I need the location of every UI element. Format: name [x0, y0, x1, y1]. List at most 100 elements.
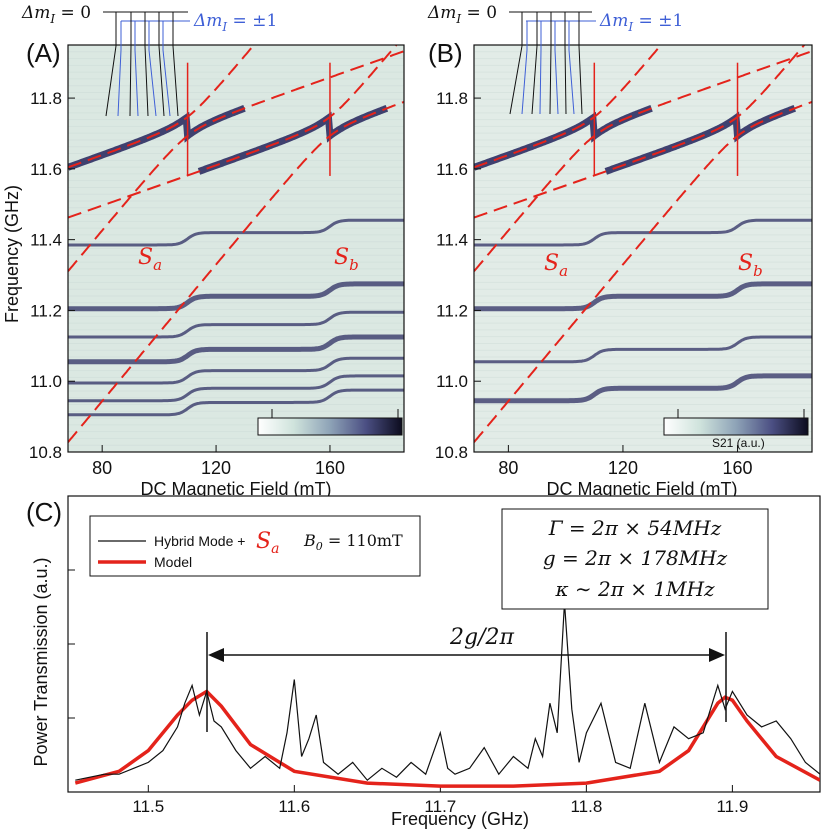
- panel-b-dm1-line: [521, 21, 528, 115]
- y-tick-label: 11.0: [30, 372, 62, 391]
- panel-a-model-curves: [68, 45, 404, 443]
- panel-b-dm0-line: [578, 12, 583, 115]
- y-tick-label: 11.2: [30, 301, 62, 320]
- x-tick-label: 11.5: [132, 797, 164, 816]
- spectral-line: [68, 374, 404, 403]
- panel-c-label: (C): [26, 497, 62, 527]
- panel-a-colorbar: [257, 417, 403, 436]
- model-branch-lower: [474, 50, 812, 272]
- panel-a-label: (A): [26, 38, 61, 68]
- model-branch-upper: [474, 45, 663, 169]
- y-tick-label: 10.8: [435, 443, 468, 462]
- spectral-line: [474, 218, 812, 247]
- x-tick-label: 11.9: [716, 797, 748, 816]
- panel-a-dm0-line: [105, 12, 117, 117]
- x-tick-label: 160: [723, 458, 753, 478]
- y-tick-label: 11.4: [30, 231, 62, 250]
- model-branch-upper: [68, 45, 398, 219]
- panel-a-dm0-line: [172, 12, 179, 117]
- panel-a-dm1-line: [117, 21, 122, 117]
- panel-a-frame: [67, 44, 405, 453]
- panel-b: 80 120 160 10.8 11.0 11.2 11.4 11.6 11.8 S21 (a.…: [427, 3, 813, 499]
- y-tick-label: 11.6: [30, 160, 62, 179]
- param-g: g = 2π × 178MHz: [543, 546, 728, 570]
- spectral-line: [474, 281, 812, 312]
- y-tick-label: 11.0: [436, 372, 468, 391]
- gap-label: 2g/2π: [449, 625, 514, 650]
- panel-a-sa-label: Sa: [138, 245, 162, 274]
- panel-a-dm0-line: [158, 12, 165, 117]
- legend-sa-label: Sa: [256, 529, 279, 557]
- x-tick-label: 11.8: [570, 797, 602, 816]
- model-branch-upper: [68, 45, 256, 169]
- panel-a: 80 120 160 10.8 11.0 11.2 11.4 11.6 11.8 (A) DC …: [2, 3, 405, 499]
- param-kappa: κ ∼ 2π × 1MHz: [554, 577, 715, 601]
- panel-b-frame: [473, 44, 813, 453]
- panel-c-ylabel: Power Transmission (a.u.): [31, 557, 51, 766]
- x-tick-label: 11.6: [278, 797, 310, 816]
- legend-data-label: Hybrid Mode +: [154, 533, 245, 549]
- panel-a-sb-label: Sb: [334, 245, 359, 274]
- gap-arrow-head-left: [208, 648, 224, 662]
- panel-b-model-curves: [474, 45, 812, 443]
- panel-b-xlabel: DC Magnetic Field (mT): [546, 479, 737, 499]
- y-tick-label: 11.8: [436, 89, 468, 108]
- panel-c: 11.5 11.6 11.7 11.8 11.9 (C) Power Transmiss…: [26, 495, 821, 829]
- panel-c-parameters: Γ = 2π × 54MHz g = 2π × 178MHz κ ∼ 2π × …: [501, 508, 769, 610]
- panel-a-ylabel: Frequency (GHz): [2, 185, 22, 323]
- legend-b0-label: B0 = 110mT: [303, 531, 403, 553]
- spectral-line: [68, 388, 404, 417]
- panel-b-dm0-line: [564, 12, 567, 115]
- panel-a-ticks: 80 120 160 10.8 11.0 11.2 11.4 11.6 11.8: [29, 89, 345, 478]
- parameter-box: [501, 508, 769, 610]
- spectral-line: [68, 334, 404, 365]
- x-tick-label: 11.7: [424, 797, 456, 816]
- panel-b-spectral-lines: [474, 51, 812, 452]
- spectral-line: [68, 218, 404, 247]
- y-tick-label: 11.6: [436, 160, 468, 179]
- legend-box: [89, 515, 421, 577]
- panel-b-dm1-label: ΔmI = ±1: [599, 11, 683, 34]
- x-tick-label: 160: [315, 458, 345, 478]
- panel-b-dm0-line: [509, 12, 523, 115]
- panel-b-ticks: 80 120 160 10.8 11.0 11.2 11.4 11.6 11.8: [435, 89, 753, 478]
- panel-b-dm1-line: [568, 21, 575, 115]
- panel-b-dm1-line: [554, 21, 559, 115]
- panel-a-xlabel: DC Magnetic Field (mT): [140, 479, 331, 499]
- model-branch-lower: [68, 100, 404, 443]
- panel-b-dm0-label: ΔmI = 0: [427, 3, 497, 26]
- y-tick-label: 11.2: [436, 301, 468, 320]
- x-tick-label: 80: [498, 458, 518, 478]
- panel-a-dm0-line: [129, 12, 132, 117]
- model-branch-lower: [474, 100, 812, 443]
- panel-a-dm1-line: [148, 21, 157, 117]
- panel-b-dm0-line: [531, 12, 538, 115]
- panel-b-dm1-line: [539, 21, 542, 115]
- y-tick-label: 10.8: [29, 443, 62, 462]
- panel-b-dm0-line: [549, 12, 552, 115]
- panel-c-ticks: 11.5 11.6 11.7 11.8 11.9: [68, 569, 748, 816]
- panel-a-dm1-label: ΔmI = ±1: [193, 11, 277, 34]
- hybrid-mode-data-curve: [75, 602, 820, 782]
- spectral-line: [474, 335, 812, 364]
- spectral-line: [68, 310, 404, 339]
- panel-b-sb-label: Sb: [738, 251, 763, 280]
- panel-a-dm0-line: [144, 12, 149, 117]
- panel-a-dm0-label: ΔmI = 0: [21, 3, 91, 26]
- panel-b-colorbar: [663, 417, 809, 436]
- y-tick-label: 11.4: [436, 231, 468, 250]
- y-tick-label: 11.8: [30, 89, 62, 108]
- legend-model-label: Model: [154, 554, 192, 570]
- x-tick-label: 120: [608, 458, 638, 478]
- panel-a-hyperfine-annotations: ΔmI = 0 ΔmI = ±1: [21, 3, 277, 117]
- x-tick-label: 120: [201, 458, 231, 478]
- gap-arrow-head-right: [709, 648, 725, 662]
- spectral-line: [68, 356, 404, 385]
- panel-b-hyperfine-annotations: ΔmI = 0 ΔmI = ±1: [427, 3, 683, 115]
- panel-c-xlabel: Frequency (GHz): [391, 809, 529, 829]
- panel-b-colorbar-label: S21 (a.u.): [712, 436, 765, 450]
- param-gamma: Γ = 2π × 54MHz: [548, 516, 722, 540]
- model-branch-upper: [474, 45, 806, 219]
- panel-a-dm1-line: [162, 21, 171, 117]
